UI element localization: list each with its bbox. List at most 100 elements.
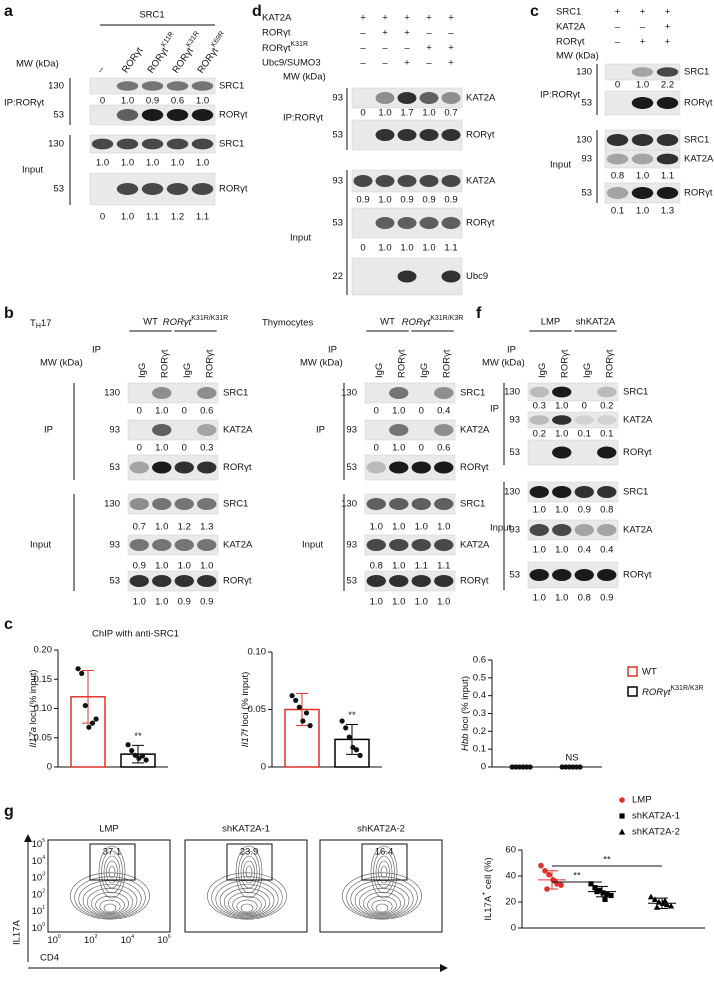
protein-label: RORγt	[623, 447, 652, 458]
mw-marker: 53	[53, 110, 64, 121]
tick-base: 10	[84, 935, 95, 946]
band	[419, 175, 439, 187]
data-point	[129, 748, 135, 754]
data-point	[307, 723, 313, 729]
blot	[527, 519, 619, 541]
quant: 1.0	[392, 597, 405, 608]
quant: 0.9	[133, 561, 146, 572]
quant: 1.0	[178, 561, 191, 572]
y-tick-label: 0	[47, 762, 52, 773]
band	[353, 175, 373, 187]
quant: 1.0	[171, 158, 184, 169]
blot-title-part: 17	[41, 318, 52, 329]
contour	[363, 891, 401, 915]
blot-title-part: T	[30, 318, 36, 329]
mw-label: MW (kDa)	[556, 51, 599, 62]
quant: 1.0	[121, 158, 134, 169]
y-tick-label: 0.3	[473, 708, 486, 719]
contour	[108, 865, 116, 879]
quant: 0.4	[600, 545, 613, 556]
protein-label: RORγt	[219, 110, 248, 121]
quant: 1.1	[437, 561, 450, 572]
y-axis-label-part: loci (% input)	[460, 676, 471, 734]
condition-sign: +	[382, 28, 388, 39]
band	[141, 183, 164, 195]
quant: 1.1	[444, 243, 457, 254]
flow-frame	[184, 839, 308, 933]
quant: 0.7	[444, 108, 457, 119]
mw-marker: 53	[332, 218, 343, 229]
quant: 1.1	[415, 561, 428, 572]
quant: 0	[419, 443, 424, 454]
y-tick-label: 0.05	[34, 732, 53, 743]
data-point	[300, 718, 306, 724]
condition-sign: +	[640, 37, 646, 48]
contour	[86, 888, 134, 916]
flow-y-tick: 100	[32, 922, 46, 933]
quant: 0	[419, 406, 424, 417]
protein-label: KAT2A	[623, 525, 653, 536]
data-point	[573, 764, 580, 770]
tick-exp: 5	[42, 838, 45, 844]
y-axis-label-part: +	[481, 892, 488, 896]
data-point	[619, 813, 625, 819]
group-label: IP	[490, 404, 499, 415]
quant: 0.9	[356, 195, 369, 206]
band	[411, 539, 431, 551]
quant: 0.2	[533, 429, 546, 440]
protein-label: SRC1	[223, 388, 248, 399]
band	[116, 183, 139, 195]
data-point	[619, 797, 625, 803]
contour	[91, 891, 129, 915]
condition-sign: +	[382, 13, 388, 24]
lane-label: RORγtK69R	[194, 30, 230, 75]
group-label: Input	[30, 540, 51, 551]
data-point	[139, 753, 146, 759]
blot-header: SRC1	[139, 10, 164, 21]
data-point	[566, 764, 572, 770]
tick-exp: 0	[42, 922, 45, 928]
lane-label: RORγt	[604, 349, 615, 378]
contour	[371, 899, 393, 914]
mw-marker: 130	[48, 81, 64, 92]
quant: 0.9	[146, 96, 159, 107]
quant: 1.2	[171, 212, 184, 223]
data-point	[651, 896, 659, 902]
group-label: Input	[22, 165, 43, 176]
data-point	[647, 893, 655, 900]
band	[441, 92, 461, 104]
band	[389, 498, 409, 510]
tick-exp: 6	[168, 934, 171, 940]
quant: 0.8	[578, 593, 591, 604]
band	[441, 129, 461, 141]
data-point	[516, 764, 522, 770]
data-point	[357, 752, 363, 759]
ip-label: IP	[328, 345, 337, 356]
quant: 1.0	[400, 243, 413, 254]
arrow-head	[24, 834, 32, 842]
group-label: Input	[550, 160, 571, 171]
contour	[232, 895, 262, 915]
data-point	[86, 724, 92, 730]
mw-marker: 130	[48, 139, 64, 150]
mw-marker: 22	[332, 271, 343, 282]
condition-sign: –	[615, 37, 621, 48]
band	[552, 569, 572, 581]
flow-y-tick: 105	[32, 838, 46, 849]
data-point	[343, 725, 349, 731]
band	[174, 498, 194, 510]
flow-y-tick: 102	[32, 889, 46, 900]
condition-sign: –	[640, 22, 646, 33]
data-point	[577, 764, 583, 770]
band	[411, 498, 431, 510]
band	[116, 109, 139, 121]
contour	[106, 860, 118, 884]
band	[91, 138, 114, 150]
mw-marker: 130	[576, 67, 592, 78]
quant: 1.0	[378, 108, 391, 119]
mw-marker: 93	[332, 93, 343, 104]
band	[656, 187, 679, 199]
data-point	[346, 734, 352, 740]
y-axis-label-part: Il17a	[28, 727, 39, 748]
